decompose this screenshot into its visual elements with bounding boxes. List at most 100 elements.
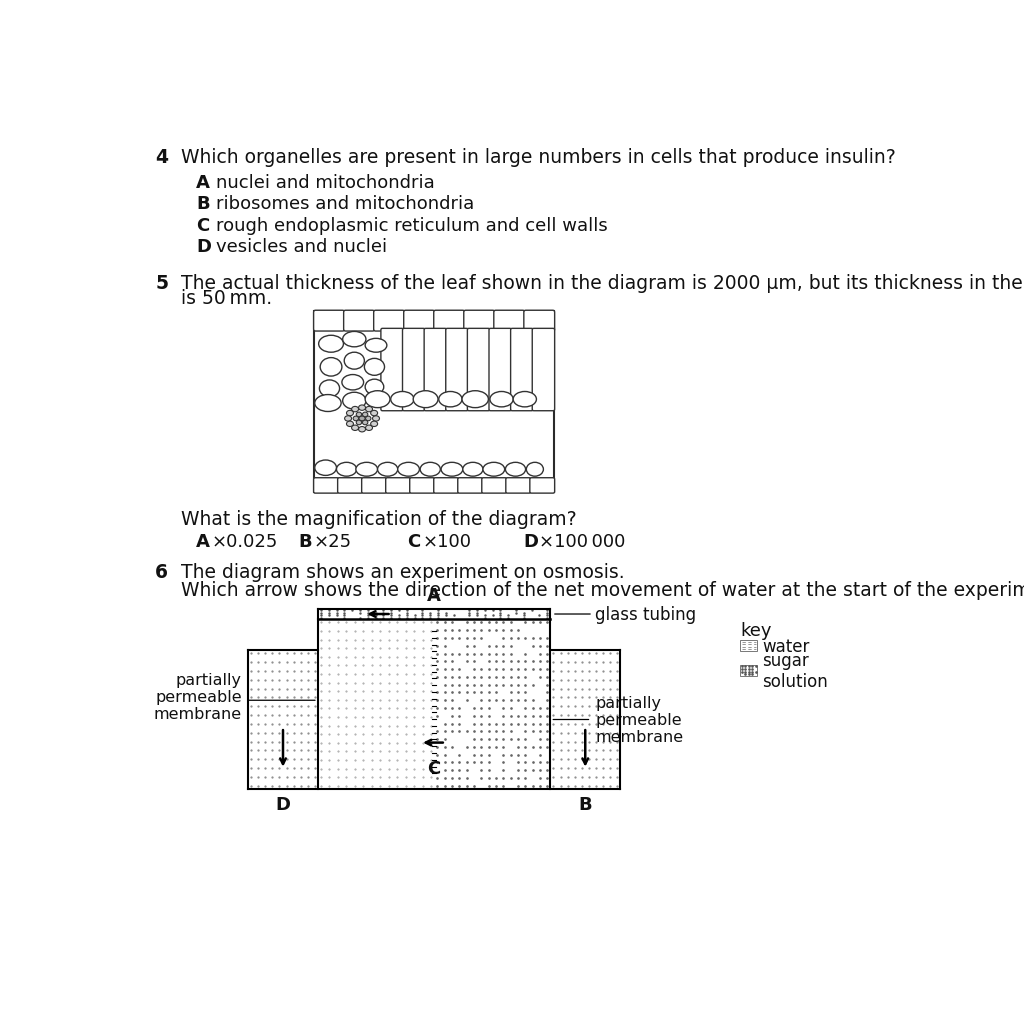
FancyBboxPatch shape [532,329,555,411]
FancyBboxPatch shape [386,478,411,493]
Text: What is the magnification of the diagram?: What is the magnification of the diagram… [180,510,577,529]
FancyBboxPatch shape [434,478,459,493]
Ellipse shape [337,463,356,477]
Ellipse shape [319,380,340,397]
Ellipse shape [342,375,364,390]
Text: D: D [523,533,539,551]
Text: B: B [197,195,210,213]
FancyBboxPatch shape [361,478,386,493]
Ellipse shape [366,417,371,422]
Ellipse shape [359,417,366,422]
Ellipse shape [351,407,358,412]
Ellipse shape [371,410,378,417]
Ellipse shape [345,417,351,422]
Text: C: C [197,216,210,235]
Ellipse shape [356,412,361,418]
Ellipse shape [489,392,513,407]
FancyBboxPatch shape [410,478,434,493]
Text: D: D [275,796,291,813]
Text: 4: 4 [155,148,168,167]
Ellipse shape [397,463,420,477]
Text: D: D [197,239,211,256]
Ellipse shape [314,461,337,476]
Text: 5: 5 [155,274,168,292]
Text: C: C [407,533,420,551]
Text: A: A [197,174,210,192]
Ellipse shape [365,359,385,376]
Ellipse shape [513,392,537,407]
Text: 6: 6 [155,562,168,581]
Text: A: A [427,586,441,605]
Ellipse shape [438,392,462,407]
FancyBboxPatch shape [489,329,511,411]
Text: vesicles and nuclei: vesicles and nuclei [216,239,387,256]
Text: glass tubing: glass tubing [595,606,696,624]
Ellipse shape [358,405,366,410]
Text: is 50 mm.: is 50 mm. [180,289,271,308]
Ellipse shape [321,358,342,377]
FancyBboxPatch shape [464,311,495,332]
FancyBboxPatch shape [529,478,555,493]
Ellipse shape [366,380,384,395]
FancyBboxPatch shape [481,478,507,493]
Ellipse shape [353,417,358,422]
FancyBboxPatch shape [511,329,534,411]
Bar [740,641,758,651]
FancyBboxPatch shape [313,311,344,332]
Text: C: C [427,759,440,777]
Text: sugar
solution: sugar solution [762,651,827,690]
Ellipse shape [362,412,368,418]
Ellipse shape [391,392,414,407]
Text: Which arrow shows the direction of the net movement of water at the start of the: Which arrow shows the direction of the n… [180,580,1024,600]
Ellipse shape [463,463,483,477]
Text: partially
permeable
membrane: partially permeable membrane [154,672,242,722]
Text: Which organelles are present in large numbers in cells that produce insulin?: Which organelles are present in large nu… [180,148,895,167]
FancyBboxPatch shape [381,329,403,411]
Ellipse shape [371,422,378,427]
Ellipse shape [356,463,378,477]
FancyBboxPatch shape [344,311,375,332]
Ellipse shape [414,391,438,408]
Ellipse shape [346,422,353,427]
Ellipse shape [343,332,366,348]
FancyBboxPatch shape [467,329,489,411]
Text: water: water [762,637,809,655]
Ellipse shape [378,463,397,477]
Ellipse shape [356,421,361,426]
Ellipse shape [366,407,373,412]
FancyBboxPatch shape [434,311,465,332]
Ellipse shape [483,463,505,477]
Text: nuclei and mitochondria: nuclei and mitochondria [216,174,435,192]
Text: B: B [299,533,312,551]
Ellipse shape [351,426,358,431]
FancyBboxPatch shape [524,311,555,332]
Ellipse shape [526,463,544,477]
Ellipse shape [366,391,390,408]
FancyBboxPatch shape [445,329,468,411]
Ellipse shape [346,410,353,417]
Ellipse shape [373,417,380,422]
Ellipse shape [366,426,373,431]
Ellipse shape [362,421,368,426]
Text: ×100 000: ×100 000 [539,533,625,551]
Ellipse shape [314,395,341,412]
Bar [740,665,758,676]
Ellipse shape [366,339,387,353]
Bar [314,312,554,493]
FancyBboxPatch shape [424,329,446,411]
Ellipse shape [318,336,343,353]
Ellipse shape [462,391,488,408]
FancyBboxPatch shape [313,478,338,493]
Text: The actual thickness of the leaf shown in the diagram is 2000 μm, but its thickn: The actual thickness of the leaf shown i… [180,274,1024,292]
Ellipse shape [344,353,365,370]
FancyBboxPatch shape [458,478,482,493]
Text: The diagram shows an experiment on osmosis.: The diagram shows an experiment on osmos… [180,562,625,581]
FancyBboxPatch shape [494,311,524,332]
Text: B: B [579,796,592,813]
Text: ×25: ×25 [314,533,352,551]
Ellipse shape [358,427,366,433]
Text: ribosomes and mitochondria: ribosomes and mitochondria [216,195,474,213]
Ellipse shape [420,463,440,477]
Text: rough endoplasmic reticulum and cell walls: rough endoplasmic reticulum and cell wal… [216,216,608,235]
FancyBboxPatch shape [402,329,425,411]
